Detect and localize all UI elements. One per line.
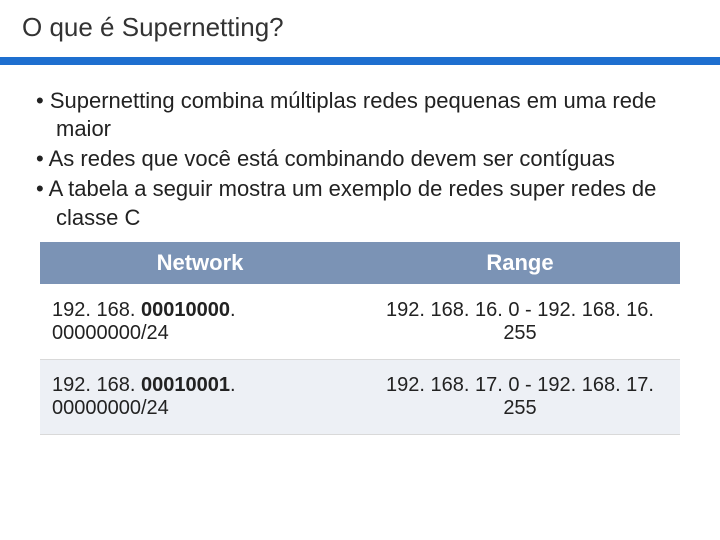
slide-body: Supernetting combina múltiplas redes peq… [0, 65, 720, 435]
bullet-list: Supernetting combina múltiplas redes peq… [36, 87, 684, 232]
net-prefix: 192. 168. [52, 374, 141, 396]
col-header-range: Range [360, 242, 680, 285]
supernet-table: Network Range 192. 168. 00010000. 000000… [40, 242, 680, 435]
bullet-item: A tabela a seguir mostra um exemplo de r… [36, 175, 684, 231]
cell-range: 192. 168. 16. 0 - 192. 168. 16. 255 [360, 284, 680, 359]
cell-network: 192. 168. 00010001. 00000000/24 [40, 359, 360, 434]
col-header-network: Network [40, 242, 360, 285]
table-row: 192. 168. 00010000. 00000000/24 192. 168… [40, 284, 680, 359]
table-row: 192. 168. 00010001. 00000000/24 192. 168… [40, 359, 680, 434]
accent-band [0, 57, 720, 65]
slide: O que é Supernetting? Supernetting combi… [0, 0, 720, 540]
cell-range: 192. 168. 17. 0 - 192. 168. 17. 255 [360, 359, 680, 434]
title-bar: O que é Supernetting? [0, 0, 720, 57]
table-header-row: Network Range [40, 242, 680, 285]
bullet-item: Supernetting combina múltiplas redes peq… [36, 87, 684, 143]
cell-network: 192. 168. 00010000. 00000000/24 [40, 284, 360, 359]
net-bold: 00010000 [141, 299, 230, 321]
slide-title: O que é Supernetting? [22, 12, 698, 43]
net-bold: 00010001 [141, 374, 230, 396]
table-container: Network Range 192. 168. 00010000. 000000… [36, 242, 684, 435]
bullet-item: As redes que você está combinando devem … [36, 145, 684, 173]
net-prefix: 192. 168. [52, 299, 141, 321]
